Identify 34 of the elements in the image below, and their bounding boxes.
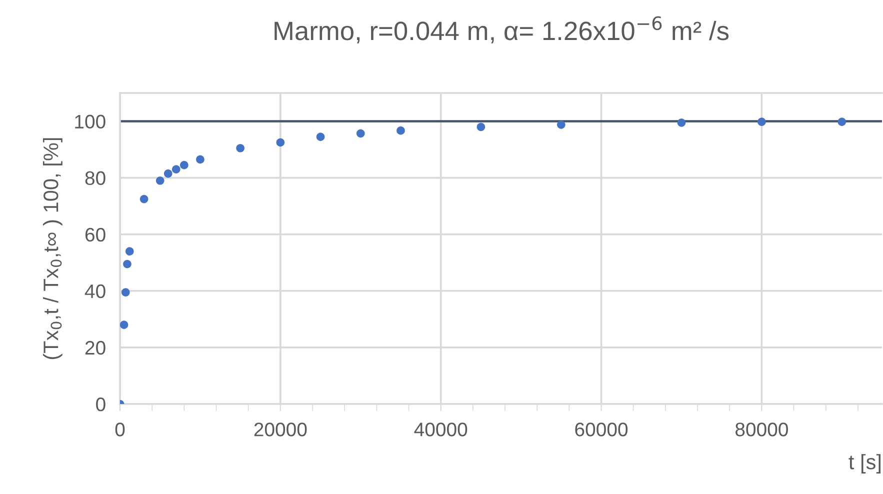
point <box>838 118 846 126</box>
y-tick-label: 0 <box>96 397 106 412</box>
point <box>758 118 766 126</box>
point <box>121 288 130 296</box>
point <box>172 165 180 174</box>
point <box>236 144 244 152</box>
y-tick-label: 20 <box>85 340 106 355</box>
y-axis-title: (Tx$_{0}$,t / Tx$_{0}$,t∞ ) 100, [%] <box>42 138 62 360</box>
point <box>396 126 405 135</box>
point <box>356 129 365 138</box>
point <box>556 120 566 129</box>
x-tick-label: 60000 <box>575 422 628 436</box>
y-tick-label: 40 <box>84 284 106 298</box>
point <box>156 176 164 185</box>
x-tick-label: 80000 <box>735 422 788 436</box>
point <box>677 118 686 127</box>
y-tick-label: 80 <box>85 171 106 186</box>
point <box>123 260 132 268</box>
point <box>140 194 148 204</box>
point <box>125 247 134 256</box>
point <box>316 132 325 141</box>
x-tick-label: 20000 <box>254 422 307 436</box>
x-axis-title: t [s] <box>848 454 881 474</box>
x-tick-label: 0 <box>115 422 125 436</box>
x-tick-label: 40000 <box>414 422 468 436</box>
point <box>180 160 188 170</box>
chart-title: Marmo, r=0.044 m, α= 1.26x10$^{−6}$ m² /s <box>274 16 729 44</box>
point <box>120 320 128 330</box>
point <box>476 122 486 132</box>
point <box>164 169 172 178</box>
point <box>196 155 204 164</box>
y-tick-label: 60 <box>85 228 106 242</box>
y-tick-label: 100 <box>75 114 106 129</box>
point <box>276 138 285 147</box>
